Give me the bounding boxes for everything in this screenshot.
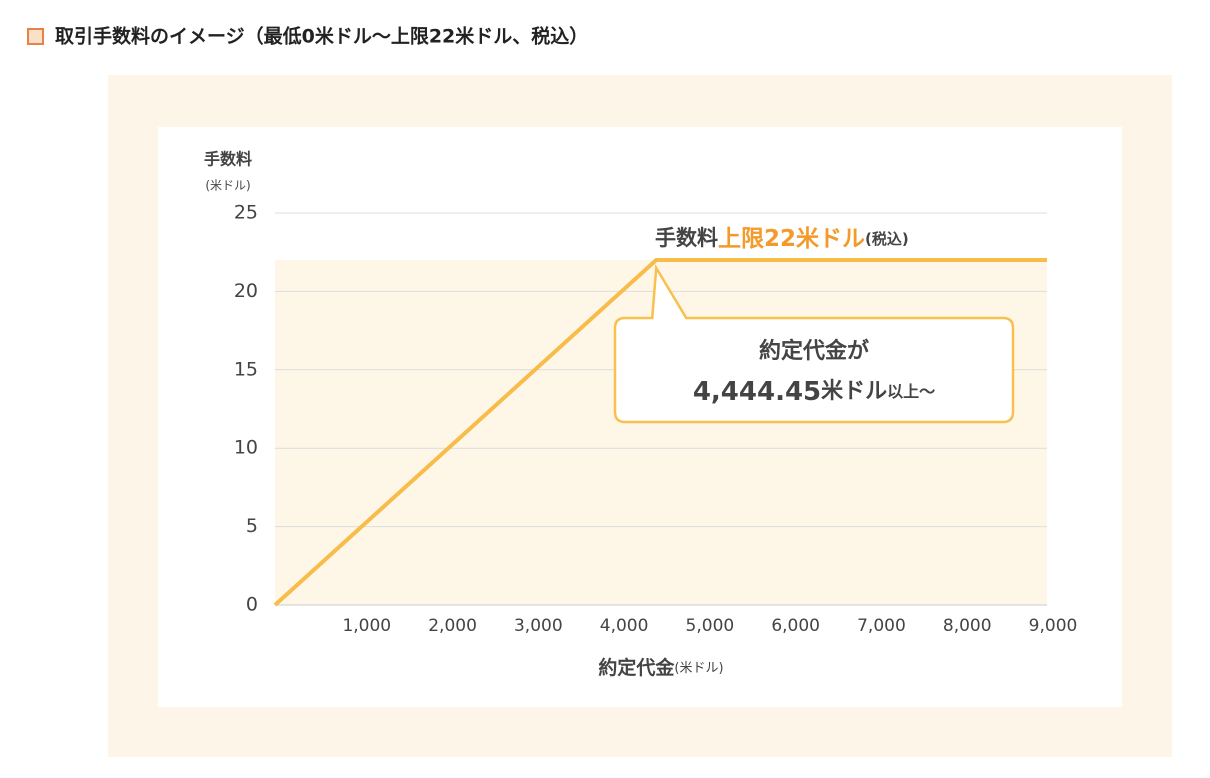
- x-tick-label: 8,000: [943, 616, 992, 636]
- x-tick-label: 3,000: [514, 616, 563, 636]
- callout-part: 以上〜: [887, 382, 935, 401]
- y-tick-label: 10: [234, 437, 258, 459]
- title-icon: [27, 28, 44, 45]
- x-tick-label: 9,000: [1029, 616, 1078, 636]
- y-tick-label: 0: [246, 594, 258, 616]
- y-axis-label: 手数料: [204, 150, 252, 169]
- x-axis-unit: (米ドル): [674, 661, 723, 676]
- annotation-part: 上限22米ドル: [718, 226, 865, 252]
- callout-part: 米ドル: [821, 379, 887, 404]
- y-tick-label: 5: [246, 515, 258, 537]
- annotation-part: (税込): [865, 230, 909, 248]
- chart-title: 取引手数料のイメージ（最低0米ドル〜上限22米ドル、税込）: [55, 25, 588, 48]
- x-axis-title: 約定代金: [598, 656, 675, 679]
- y-axis-unit: (米ドル): [205, 179, 250, 193]
- fee-line: [273, 258, 1047, 607]
- y-tick-label: 25: [234, 202, 258, 224]
- x-tick-label: 4,000: [600, 616, 649, 636]
- x-tick-label: 7,000: [857, 616, 906, 636]
- x-tick-label: 6,000: [771, 616, 820, 636]
- y-tick-label: 15: [234, 358, 258, 380]
- callout-line1: 約定代金が: [759, 338, 869, 364]
- y-tick-label: 20: [234, 280, 258, 302]
- x-tick-label: 5,000: [686, 616, 735, 636]
- callout-part: 4,444.45: [693, 377, 821, 407]
- callout-box: [613, 264, 1015, 424]
- x-tick-label: 1,000: [342, 616, 391, 636]
- annotation-part: 手数料: [655, 226, 718, 250]
- callout-line2: 4,444.45米ドル以上〜: [693, 377, 935, 407]
- cap-annotation: 手数料上限22米ドル(税込): [655, 226, 909, 252]
- x-axis-label: 約定代金(米ドル): [598, 656, 723, 679]
- x-tick-label: 2,000: [428, 616, 477, 636]
